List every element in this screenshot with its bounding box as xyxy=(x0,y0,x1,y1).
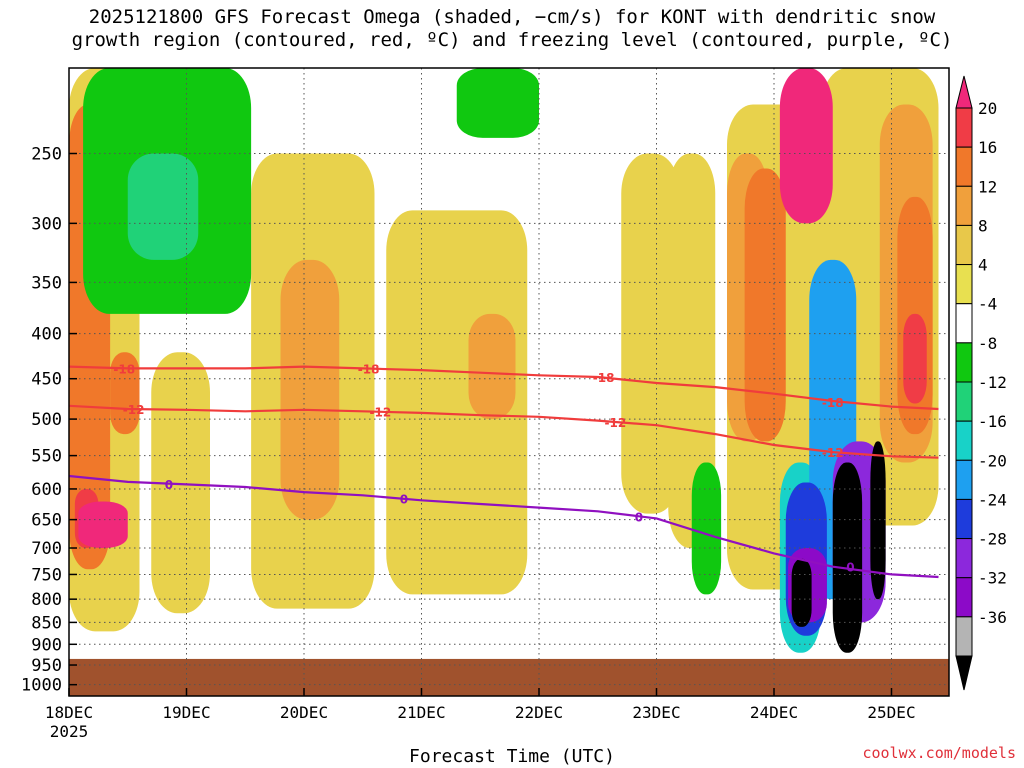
omega-region-23 xyxy=(127,153,199,260)
colorbar-label-4: 4 xyxy=(978,256,988,275)
y-tick-label-6: 550 xyxy=(31,447,62,467)
y-tick-label-11: 800 xyxy=(31,590,62,610)
colorbar-label-10: -24 xyxy=(978,490,1007,509)
omega-region-13 xyxy=(110,352,140,435)
y-tick-label-9: 700 xyxy=(31,539,62,559)
contour-label-10: 0 xyxy=(635,511,643,525)
colorbar: 20 16 12 8 4 -4 -8 -12 -16 -20 -24 -28 -32 -36 xyxy=(955,75,1007,691)
colorbar-segment-11 xyxy=(955,498,973,540)
y-tick-label-4: 450 xyxy=(31,370,62,390)
colorbar-label-11: -28 xyxy=(978,530,1007,549)
colorbar-segment-7 xyxy=(955,342,973,383)
y-tick-label-12: 850 xyxy=(31,613,62,633)
omega-region-8 xyxy=(280,259,340,520)
x-tick-label-0: 18DEC xyxy=(45,703,93,722)
colorbar-label-2: 12 xyxy=(978,177,997,196)
omega-region-22 xyxy=(691,462,722,595)
contour-lines xyxy=(69,365,939,579)
x-axis: 18DEC 19DEC 20DEC 21DEC 22DEC 23DEC 24DEC 25DEC… xyxy=(45,688,916,741)
colorbar-label-5: -4 xyxy=(978,295,997,314)
credit-text: coolwx.com/models xyxy=(862,744,1016,762)
x-tick-label-1: 19DEC xyxy=(162,703,210,722)
x-tick-label-7: 25DEC xyxy=(867,703,915,722)
colorbar-segment-1 xyxy=(955,107,973,148)
ground-surface xyxy=(69,658,949,696)
contour-label-9: 0 xyxy=(400,492,408,506)
y-tick-label-5: 500 xyxy=(31,410,62,430)
colorbar-segment-5 xyxy=(955,264,973,305)
colorbar-segment-10 xyxy=(955,459,973,500)
contour-label-8: 0 xyxy=(165,478,173,492)
y-tick-label-14: 950 xyxy=(31,656,62,676)
omega-region-30 xyxy=(832,462,863,653)
colorbar-label-3: 8 xyxy=(978,216,988,235)
dendritic-contour-0 xyxy=(69,365,939,411)
omega-region-19 xyxy=(779,68,833,224)
omega-region-9 xyxy=(468,313,516,420)
y-tick-label-10: 750 xyxy=(31,565,62,585)
colorbar-label-12: -32 xyxy=(978,569,1007,588)
contour-label-6: -12 xyxy=(605,416,627,430)
chart-title-line2: growth region (contoured, red, ºC) and f… xyxy=(71,29,953,51)
y-tick-label-7: 600 xyxy=(31,480,62,500)
colorbar-label-13: -36 xyxy=(978,608,1007,627)
chart-title: 2025121800 GFS Forecast Omega (shaded, −… xyxy=(0,6,1024,52)
plot-frame xyxy=(68,67,950,697)
colorbar-label-7: -12 xyxy=(978,373,1007,392)
freezing-level-contour-0 xyxy=(69,474,939,579)
omega-region-5 xyxy=(668,153,716,549)
y-tick-label-0: 250 xyxy=(31,144,62,164)
colorbar-top-arrow xyxy=(955,75,973,109)
y-tick-label-3: 400 xyxy=(31,325,62,345)
colorbar-segment-3 xyxy=(955,185,973,226)
contour-label-5: -12 xyxy=(370,405,392,419)
y-tick-label-1: 300 xyxy=(31,214,62,234)
x-axis-title: Forecast Time (UTC) xyxy=(409,746,615,767)
x-tick-label-6: 24DEC xyxy=(750,703,798,722)
colorbar-segment-6 xyxy=(955,303,973,344)
x-year-label: 2025 xyxy=(50,722,89,741)
colorbar-segment-2 xyxy=(955,146,973,187)
grid-lines xyxy=(68,68,949,696)
colorbar-label-8: -16 xyxy=(978,412,1007,431)
y-axis: 2503003504004505005506006507007508008509… xyxy=(21,144,77,696)
colorbar-segment-4 xyxy=(955,224,973,266)
x-tick-label-2: 20DEC xyxy=(280,703,328,722)
colorbar-segment-8 xyxy=(955,381,973,422)
contour-label-11: 0 xyxy=(846,561,854,575)
contour-label-3: -18 xyxy=(822,396,844,410)
omega-region-14 xyxy=(744,168,786,442)
contour-label-2: -18 xyxy=(593,371,615,385)
y-tick-label-15: 1000 xyxy=(21,676,62,696)
omega-region-18 xyxy=(78,501,128,549)
colorbar-label-9: -20 xyxy=(978,451,1007,470)
y-tick-label-13: 900 xyxy=(31,635,62,655)
colorbar-segment-13 xyxy=(955,577,973,618)
colorbar-segment-14 xyxy=(955,616,973,657)
y-tick-label-8: 650 xyxy=(31,511,62,531)
contour-label-4: -12 xyxy=(123,403,145,417)
contour-label-1: -18 xyxy=(358,362,380,376)
x-tick-label-5: 23DEC xyxy=(632,703,680,722)
colorbar-segment-12 xyxy=(955,538,973,579)
omega-region-31 xyxy=(870,441,886,600)
colorbar-label-1: 16 xyxy=(978,138,997,157)
colorbar-segment-9 xyxy=(955,420,973,461)
contour-label-7: -12 xyxy=(822,446,844,460)
omega-region-29 xyxy=(791,558,812,627)
omega-region-21 xyxy=(456,68,539,138)
contour-labels: -18 -18 -18 -18 -12 -12 -12 -12 0 0 0 0 xyxy=(113,362,854,574)
dendritic-contour-1 xyxy=(69,404,939,459)
chart-title-line1: 2025121800 GFS Forecast Omega (shaded, −… xyxy=(88,6,936,28)
x-tick-label-4: 22DEC xyxy=(515,703,563,722)
colorbar-label-6: -8 xyxy=(978,334,997,353)
contour-label-0: -18 xyxy=(113,362,135,376)
colorbar-label-0: 20 xyxy=(978,99,997,118)
colorbar-bottom-arrow xyxy=(955,655,973,691)
x-tick-label-3: 21DEC xyxy=(397,703,445,722)
omega-region-17 xyxy=(903,313,927,404)
y-tick-label-2: 350 xyxy=(31,273,62,293)
